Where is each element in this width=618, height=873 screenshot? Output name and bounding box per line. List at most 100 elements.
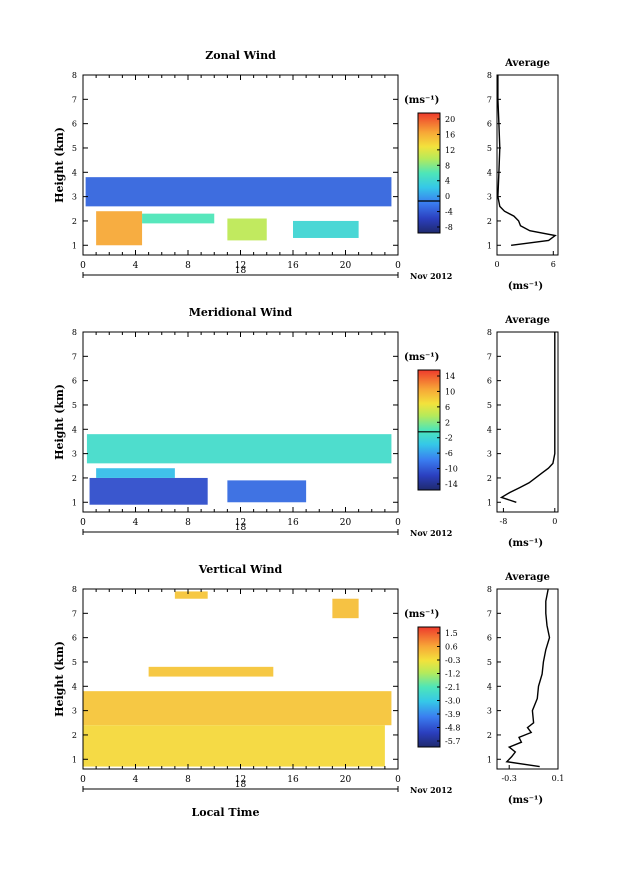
avg-y-tick-label: 1 bbox=[487, 241, 492, 250]
x-tick-label: 8 bbox=[185, 261, 191, 271]
avg-y-tick-label: 7 bbox=[487, 95, 492, 104]
y-tick-label: 1 bbox=[72, 755, 77, 764]
day-label: 18 bbox=[235, 523, 247, 533]
avg-y-tick-label: 2 bbox=[487, 731, 492, 740]
heat-cell-2 bbox=[83, 725, 385, 767]
y-tick-label: 3 bbox=[72, 450, 77, 459]
avg-y-tick-label: 3 bbox=[487, 450, 492, 459]
average-x-label: (ms⁻¹) bbox=[508, 281, 543, 292]
colorbar-tick-label: 10 bbox=[445, 387, 455, 396]
average-x-label: (ms⁻¹) bbox=[508, 795, 543, 806]
heat-cell-4 bbox=[96, 468, 175, 478]
x-tick-label: 4 bbox=[133, 261, 139, 271]
x-tick-label: 0 bbox=[395, 775, 401, 785]
y-tick-label: 8 bbox=[72, 71, 77, 80]
x-tick-label: 8 bbox=[185, 518, 191, 528]
colorbar-tick-label: 8 bbox=[445, 161, 450, 170]
colorbar-tick-label: -1.2 bbox=[445, 670, 460, 679]
avg-y-tick-label: 8 bbox=[487, 71, 492, 80]
y-tick-label: 6 bbox=[72, 120, 77, 129]
heat-cell-3 bbox=[142, 213, 215, 224]
panel-title: Zonal Wind bbox=[205, 49, 276, 62]
x-tick-label: 0 bbox=[80, 261, 86, 271]
y-tick-label: 4 bbox=[72, 682, 77, 691]
heat-cell-2 bbox=[89, 477, 208, 505]
avg-x-tick-label: -8 bbox=[500, 517, 508, 526]
x-tick-label: 12 bbox=[235, 775, 246, 785]
x-tick-label: 4 bbox=[133, 518, 139, 528]
x-tick-label: 20 bbox=[340, 518, 352, 528]
average-title: Average bbox=[504, 315, 550, 326]
avg-y-tick-label: 2 bbox=[487, 217, 492, 226]
colorbar-tick-label: 2 bbox=[445, 418, 450, 427]
average-title: Average bbox=[504, 572, 550, 583]
x-tick-label: 0 bbox=[395, 261, 401, 271]
colorbar-tick-label: -4 bbox=[445, 208, 453, 217]
x-tick-label: 16 bbox=[287, 518, 299, 528]
x-tick-label: 12 bbox=[235, 261, 246, 271]
average-x-label: (ms⁻¹) bbox=[508, 538, 543, 549]
heat-cell-3 bbox=[227, 480, 307, 503]
x-axis-label: Local Time bbox=[192, 806, 260, 819]
avg-y-tick-label: 6 bbox=[487, 634, 492, 643]
average-frame bbox=[496, 331, 559, 513]
colorbar-tick-label: -6 bbox=[445, 449, 453, 458]
x-tick-label: 0 bbox=[80, 775, 86, 785]
avg-x-tick-label: 0 bbox=[494, 260, 499, 269]
colorbar-tick-label: 12 bbox=[445, 146, 455, 155]
y-tick-label: 7 bbox=[72, 609, 77, 618]
colorbar-tick-label: 20 bbox=[445, 115, 455, 124]
colorbar-unit: (ms⁻¹) bbox=[404, 352, 439, 363]
x-tick-label: 4 bbox=[133, 775, 139, 785]
x-tick-label: 8 bbox=[185, 775, 191, 785]
x-tick-label: 0 bbox=[395, 518, 401, 528]
colorbar-tick-label: 4 bbox=[445, 177, 450, 186]
avg-x-tick-label: 6 bbox=[551, 260, 556, 269]
average-frame bbox=[496, 74, 559, 256]
y-tick-label: 1 bbox=[72, 241, 77, 250]
avg-y-tick-label: 8 bbox=[487, 328, 492, 337]
avg-y-tick-label: 4 bbox=[487, 425, 492, 434]
avg-y-tick-label: 6 bbox=[487, 120, 492, 129]
colorbar bbox=[417, 112, 441, 234]
y-tick-label: 6 bbox=[72, 377, 77, 386]
avg-x-tick-label: 0.1 bbox=[552, 774, 565, 783]
y-axis-label: Height (km) bbox=[53, 127, 66, 203]
heat-cell-2 bbox=[96, 211, 143, 246]
colorbar-tick-label: -5.7 bbox=[445, 737, 460, 746]
y-tick-label: 4 bbox=[72, 425, 77, 434]
x-tick-label: 20 bbox=[340, 261, 352, 271]
y-tick-label: 8 bbox=[72, 585, 77, 594]
avg-y-tick-label: 7 bbox=[487, 352, 492, 361]
avg-y-tick-label: 5 bbox=[487, 401, 492, 410]
colorbar-tick-label: -3.9 bbox=[445, 710, 460, 719]
colorbar-tick-label: -8 bbox=[445, 223, 453, 232]
avg-y-tick-label: 1 bbox=[487, 755, 492, 764]
x-tick-label: 12 bbox=[235, 518, 246, 528]
y-tick-label: 3 bbox=[72, 707, 77, 716]
colorbar-tick-label: -0.3 bbox=[445, 656, 460, 665]
colorbar-tick-label: -2.1 bbox=[445, 683, 460, 692]
colorbar-tick-label: 0.6 bbox=[445, 643, 458, 652]
x-tick-label: 20 bbox=[340, 775, 352, 785]
date-label: Nov 2012 bbox=[410, 271, 452, 281]
y-tick-label: 2 bbox=[72, 731, 77, 740]
heat-cell-5 bbox=[174, 591, 208, 599]
date-label: Nov 2012 bbox=[410, 528, 452, 538]
colorbar bbox=[417, 626, 441, 748]
avg-y-tick-label: 2 bbox=[487, 474, 492, 483]
y-tick-label: 2 bbox=[72, 474, 77, 483]
average-frame bbox=[496, 588, 559, 770]
heat-cell-4 bbox=[332, 598, 359, 619]
colorbar-tick-label: 0 bbox=[445, 192, 450, 201]
avg-y-tick-label: 6 bbox=[487, 377, 492, 386]
heat-cell-5 bbox=[293, 220, 359, 238]
y-tick-label: 5 bbox=[72, 401, 77, 410]
y-tick-label: 5 bbox=[72, 144, 77, 153]
avg-y-tick-label: 7 bbox=[487, 609, 492, 618]
avg-y-tick-label: 8 bbox=[487, 585, 492, 594]
x-tick-label: 16 bbox=[287, 261, 299, 271]
colorbar-tick-label: -10 bbox=[445, 465, 458, 474]
